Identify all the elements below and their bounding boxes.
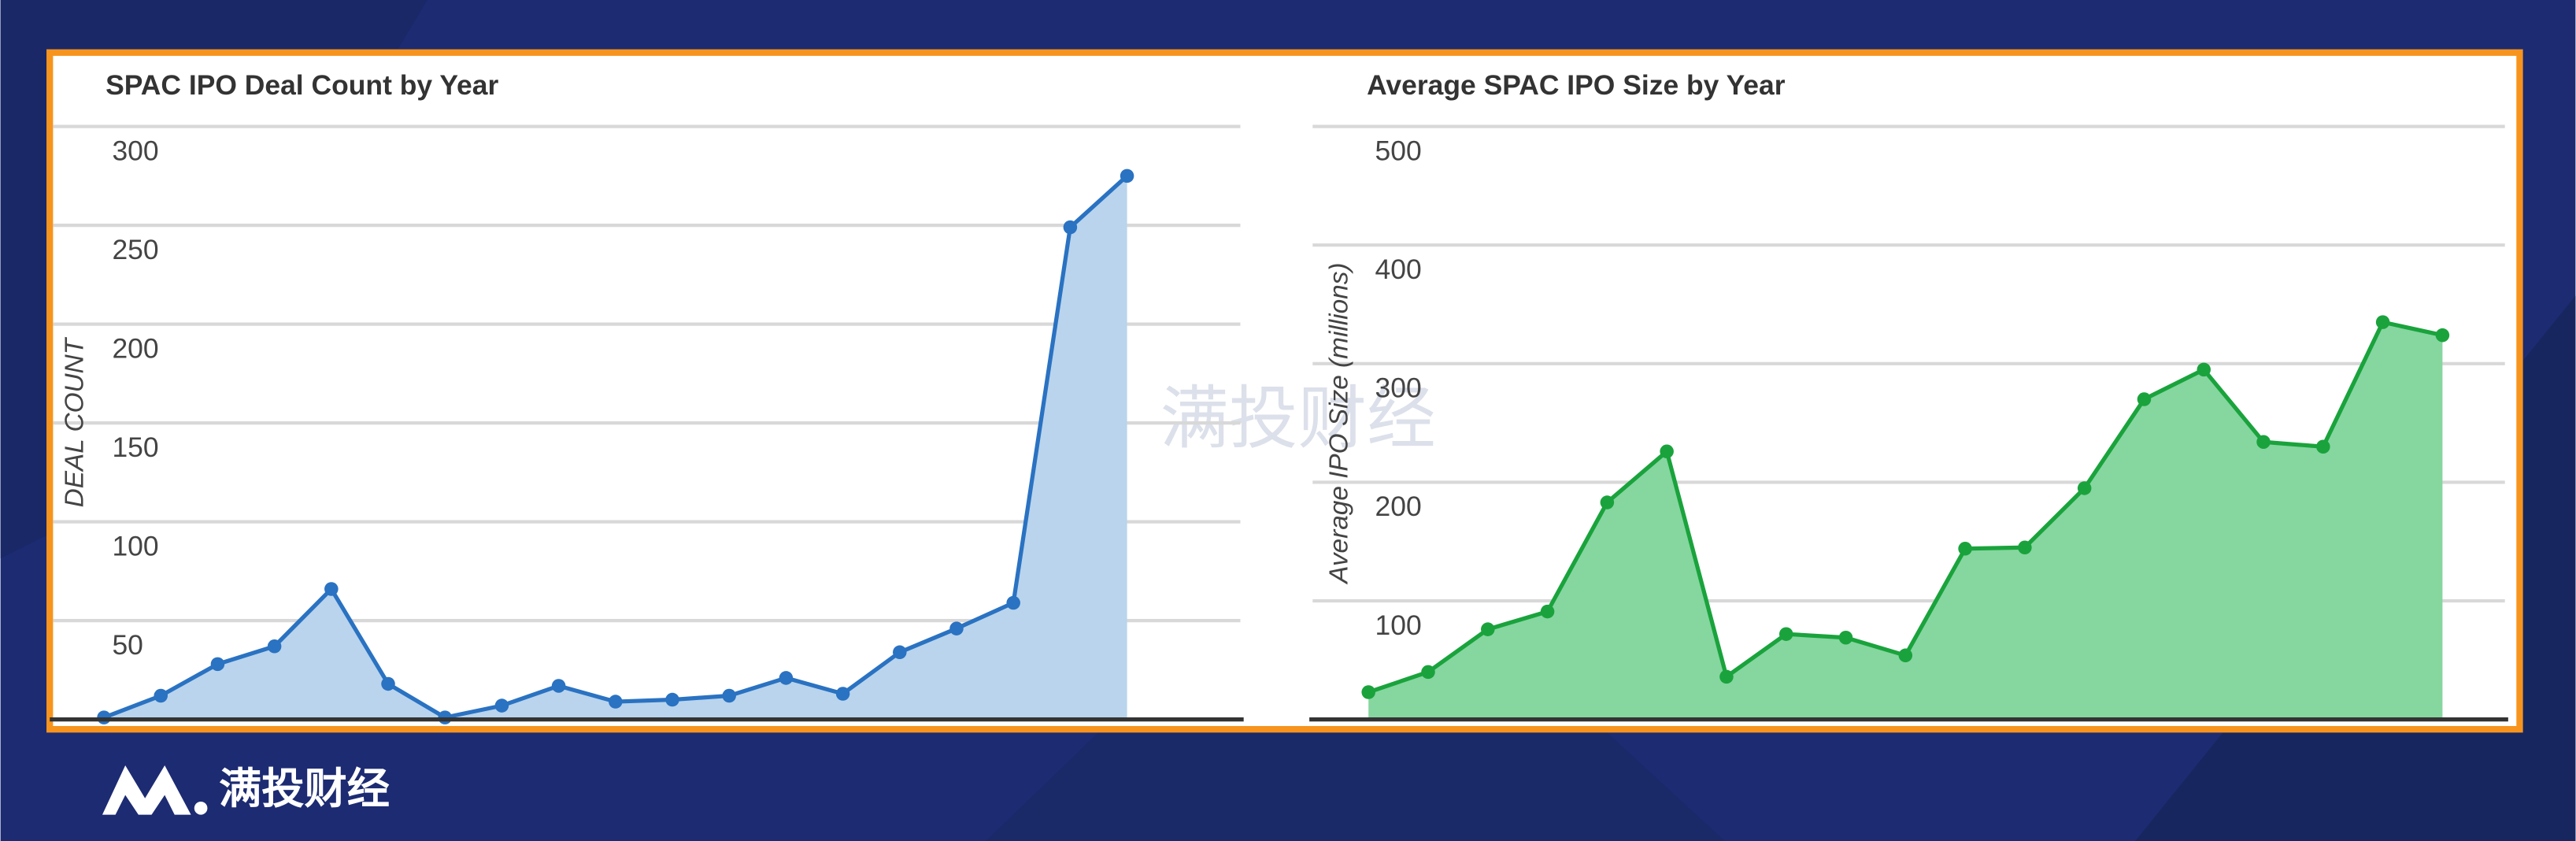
point: [1898, 648, 1913, 663]
y-tick-label: 500: [1375, 135, 1422, 166]
point: [1838, 630, 1853, 645]
point: [2435, 328, 2450, 343]
chart-title: Average SPAC IPO Size by Year: [1367, 69, 1786, 101]
point: [324, 582, 339, 596]
y-tick-label: 100: [1375, 609, 1422, 641]
point: [2316, 439, 2330, 454]
point: [609, 695, 623, 709]
y-tick-label: 200: [1375, 491, 1422, 522]
y-tick-label: 300: [112, 135, 158, 166]
y-tick-label: 400: [1375, 254, 1422, 285]
point: [1361, 685, 1375, 699]
point: [210, 657, 225, 672]
point: [1778, 627, 1793, 641]
point: [551, 679, 566, 693]
point: [1120, 169, 1134, 183]
logo-dot: [194, 801, 208, 815]
point: [665, 692, 679, 707]
chart-title: SPAC IPO Deal Count by Year: [105, 69, 498, 101]
point: [949, 621, 964, 635]
point: [267, 639, 282, 654]
logo-text: 满投财经: [219, 765, 390, 813]
point: [1063, 220, 1078, 235]
point: [154, 688, 168, 703]
point: [1481, 622, 1495, 636]
point: [1600, 495, 1615, 509]
point: [1421, 665, 1435, 680]
point: [2077, 481, 2092, 495]
logo-icon: [102, 765, 191, 815]
y-tick-label: 200: [112, 332, 158, 364]
point: [835, 687, 850, 701]
point: [1958, 542, 1972, 556]
point: [2375, 315, 2390, 329]
point: [2197, 362, 2211, 377]
point: [381, 676, 395, 691]
y-axis-label: Average IPO Size (millions): [1325, 262, 1354, 584]
point: [779, 671, 794, 685]
y-axis-label: DEAL COUNT: [60, 336, 89, 507]
point: [1660, 444, 1674, 459]
y-tick-label: 50: [112, 629, 142, 661]
point: [722, 688, 736, 703]
point: [2018, 540, 2032, 555]
point: [494, 698, 509, 713]
watermark: 满投财经: [1160, 380, 1435, 457]
y-tick-label: 150: [112, 432, 158, 463]
y-tick-label: 300: [1375, 372, 1422, 404]
point: [2137, 392, 2152, 406]
point: [1719, 669, 1734, 684]
point: [2256, 435, 2271, 449]
area-fill: [1368, 322, 2443, 720]
y-tick-label: 250: [112, 234, 158, 265]
area-fill: [104, 176, 1127, 720]
point: [1540, 604, 1555, 619]
point: [1006, 595, 1020, 610]
point: [893, 645, 907, 660]
y-tick-label: 100: [112, 530, 158, 561]
